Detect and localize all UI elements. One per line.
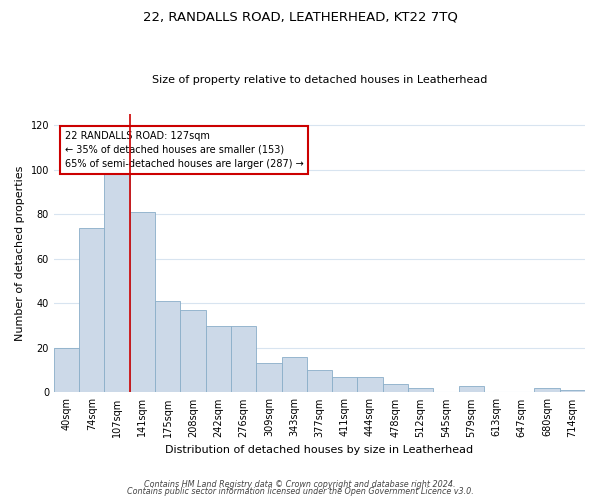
- Bar: [408, 388, 433, 392]
- Bar: [206, 326, 231, 392]
- Text: 22 RANDALLS ROAD: 127sqm
← 35% of detached houses are smaller (153)
65% of semi-: 22 RANDALLS ROAD: 127sqm ← 35% of detach…: [65, 131, 303, 169]
- Text: Contains public sector information licensed under the Open Government Licence v3: Contains public sector information licen…: [127, 487, 473, 496]
- Title: Size of property relative to detached houses in Leatherhead: Size of property relative to detached ho…: [152, 76, 487, 86]
- Bar: [79, 228, 104, 392]
- Y-axis label: Number of detached properties: Number of detached properties: [15, 166, 25, 341]
- Bar: [155, 301, 181, 392]
- Text: 22, RANDALLS ROAD, LEATHERHEAD, KT22 7TQ: 22, RANDALLS ROAD, LEATHERHEAD, KT22 7TQ: [143, 10, 457, 23]
- Bar: [231, 326, 256, 392]
- X-axis label: Distribution of detached houses by size in Leatherhead: Distribution of detached houses by size …: [166, 445, 473, 455]
- Bar: [54, 348, 79, 393]
- Bar: [130, 212, 155, 392]
- Bar: [358, 377, 383, 392]
- Bar: [256, 364, 281, 392]
- Bar: [332, 377, 358, 392]
- Bar: [560, 390, 585, 392]
- Bar: [104, 168, 130, 392]
- Text: Contains HM Land Registry data © Crown copyright and database right 2024.: Contains HM Land Registry data © Crown c…: [144, 480, 456, 489]
- Bar: [181, 310, 206, 392]
- Bar: [383, 384, 408, 392]
- Bar: [307, 370, 332, 392]
- Bar: [535, 388, 560, 392]
- Bar: [458, 386, 484, 392]
- Bar: [281, 357, 307, 392]
